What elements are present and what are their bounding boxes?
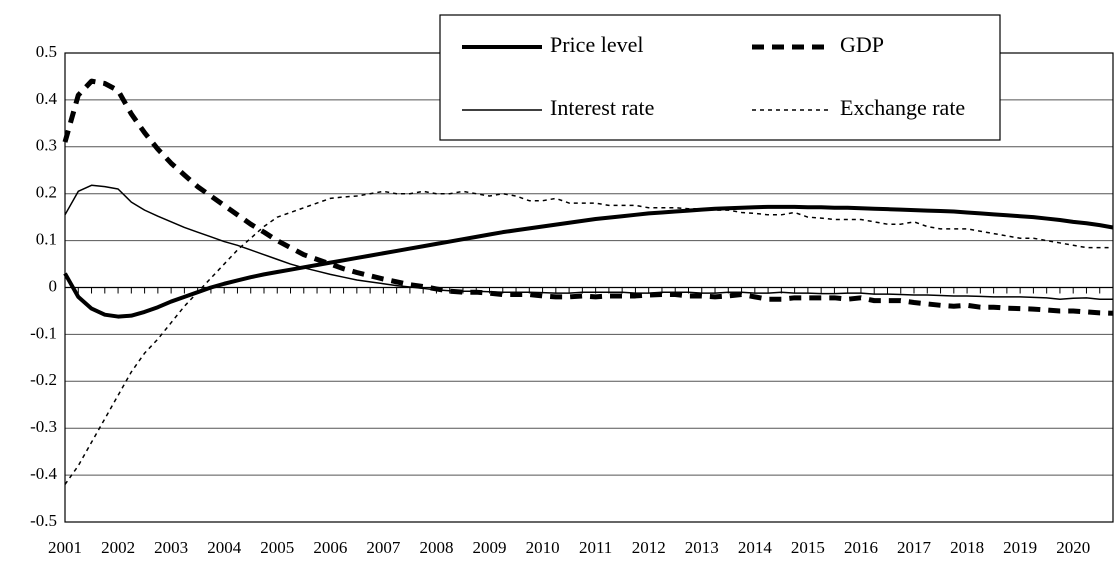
y-tick-label: 0.1 bbox=[36, 230, 57, 249]
x-tick-label: 2009 bbox=[473, 538, 507, 557]
series-line bbox=[62, 78, 1114, 316]
x-tick-label: 2014 bbox=[738, 538, 773, 557]
x-tick-label: 2015 bbox=[791, 538, 825, 557]
x-tick-label: 2002 bbox=[101, 538, 135, 557]
y-tick-label: -0.4 bbox=[30, 464, 57, 483]
x-tick-label: 2006 bbox=[313, 538, 347, 557]
x-tick-label: 2013 bbox=[685, 538, 719, 557]
y-tick-label: 0.4 bbox=[36, 89, 58, 108]
x-tick-label: 2007 bbox=[366, 538, 401, 557]
x-tick-label: 2020 bbox=[1056, 538, 1090, 557]
y-tick-label: 0.3 bbox=[36, 136, 57, 155]
x-tick-label: 2016 bbox=[844, 538, 878, 557]
x-tick-label: 2018 bbox=[950, 538, 984, 557]
y-tick-label: -0.1 bbox=[30, 323, 57, 342]
series-line bbox=[63, 204, 1114, 319]
y-tick-label: 0.2 bbox=[36, 183, 57, 202]
x-tick-label: 2001 bbox=[48, 538, 82, 557]
legend-label: GDP bbox=[840, 32, 884, 57]
y-tick-label: -0.2 bbox=[30, 370, 57, 389]
x-tick-label: 2017 bbox=[897, 538, 932, 557]
y-tick-label: 0 bbox=[49, 276, 58, 295]
x-tick-label: 2004 bbox=[207, 538, 242, 557]
y-tick-label: -0.5 bbox=[30, 511, 57, 530]
x-tick-label: 2010 bbox=[526, 538, 560, 557]
legend-label: Price level bbox=[550, 32, 643, 57]
x-tick-label: 2008 bbox=[419, 538, 453, 557]
legend-box bbox=[439, 14, 1001, 141]
x-tick-label: 2003 bbox=[154, 538, 188, 557]
legend-label: Interest rate bbox=[550, 95, 654, 120]
x-tick-label: 2012 bbox=[632, 538, 666, 557]
y-tick-label: -0.3 bbox=[30, 417, 57, 436]
legend-label: Exchange rate bbox=[840, 95, 965, 120]
series-line bbox=[64, 190, 1113, 485]
x-tick-label: 2011 bbox=[579, 538, 612, 557]
x-tick-label: 2005 bbox=[260, 538, 294, 557]
x-tick-label: 2019 bbox=[1003, 538, 1037, 557]
y-tick-label: 0.5 bbox=[36, 42, 57, 61]
series-line bbox=[64, 184, 1113, 300]
